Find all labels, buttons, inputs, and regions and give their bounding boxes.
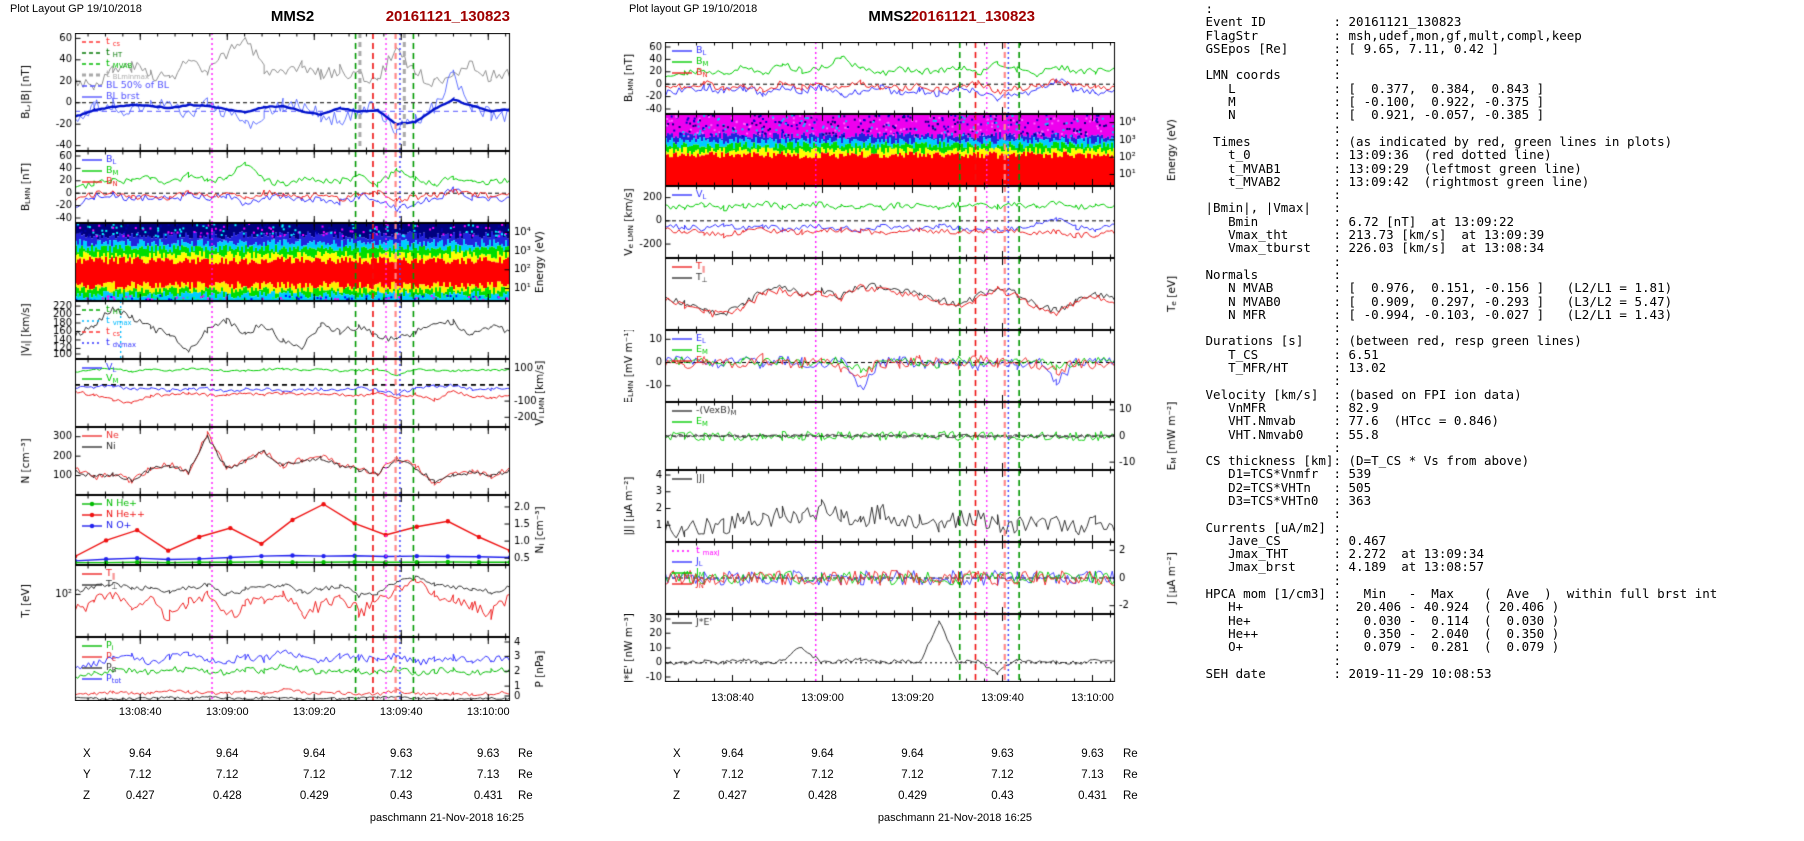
position-unit: Re [518, 748, 533, 760]
position-value: 9.63 [1081, 748, 1104, 760]
panel-pressure [8, 637, 548, 701]
panel-stack-left [8, 33, 548, 701]
time-tick-label: 13:09:00 [801, 692, 844, 704]
position-value: 0.427 [718, 790, 747, 802]
event-info-panel: : Event ID : 20161121_130823 FlagStr : m… [1205, 1, 1718, 681]
panel-j-dot-e [545, 614, 1180, 682]
time-axis-left: 13:08:40 13:09:00 13:09:20 13:09:40 13:10:00 [8, 706, 548, 722]
plot-caption: paschmann 21-Nov-2018 16:25 [369, 812, 524, 824]
position-axis-label: X [673, 748, 681, 760]
position-value: 0.43 [390, 790, 413, 802]
panel-blmn-mid [545, 42, 1180, 114]
event-id: 20161121_130823 [385, 8, 510, 25]
position-row: Z 0.427 0.428 0.429 0.43 0.431 Re [545, 790, 1180, 811]
middle-plot-column: Plot layout GP 19/10/2018 MMS2 20161121_… [545, 0, 1180, 841]
position-value: 0.431 [473, 790, 503, 802]
time-tick-label: 13:09:40 [981, 692, 1024, 704]
position-value: 9.64 [901, 748, 924, 760]
position-value: 7.12 [811, 769, 834, 781]
position-row: Y 7.12 7.12 7.12 7.12 7.13 Re [545, 769, 1180, 790]
position-unit: Re [1123, 748, 1138, 760]
time-tick-label: 13:10:00 [1071, 692, 1114, 704]
position-unit: Re [1123, 769, 1138, 781]
position-row: Z 0.427 0.428 0.429 0.43 0.431 Re [8, 790, 548, 811]
position-unit: Re [518, 769, 533, 781]
time-tick-label: 13:09:00 [205, 706, 249, 718]
panel-density [8, 427, 548, 495]
position-value: 9.63 [390, 748, 413, 760]
panel-ti [8, 565, 548, 637]
panel-te [545, 258, 1180, 330]
position-value: 9.63 [991, 748, 1014, 760]
position-axis-label: Y [673, 769, 681, 781]
plot-title: MMS2 [270, 8, 315, 25]
position-row: Y 7.12 7.12 7.12 7.12 7.13 Re [8, 769, 548, 790]
position-value: 0.429 [898, 790, 927, 802]
time-tick-label: 13:08:40 [118, 706, 162, 718]
position-value: 7.12 [303, 769, 326, 781]
position-row: X 9.64 9.64 9.64 9.63 9.63 Re [545, 748, 1180, 769]
position-value: 7.12 [129, 769, 152, 781]
position-axis-label: Z [673, 790, 681, 802]
event-id: 20161121_130823 [910, 8, 1035, 25]
panel-vi-mag [8, 301, 548, 359]
position-axis-label: Y [83, 769, 91, 781]
panel-electron-spectrogram [545, 114, 1180, 186]
position-value: 0.429 [299, 790, 329, 802]
panel-blmn [8, 151, 548, 223]
position-value: 7.12 [216, 769, 239, 781]
panel-j-mag [545, 470, 1180, 542]
left-plot-column: Plot Layout GP 19/10/2018 MMS2 20161121_… [8, 0, 548, 841]
position-value: 9.64 [721, 748, 744, 760]
panel-minor-ions [8, 495, 548, 565]
position-value: 7.12 [390, 769, 413, 781]
position-value: 9.64 [811, 748, 834, 760]
time-tick-label: 13:10:00 [466, 706, 510, 718]
time-tick-label: 13:08:40 [711, 692, 754, 704]
position-value: 0.43 [991, 790, 1014, 802]
plot-caption: paschmann 21-Nov-2018 16:25 [877, 812, 1032, 824]
position-row: X 9.64 9.64 9.64 9.63 9.63 Re [8, 748, 548, 769]
layout-note: Plot Layout GP 19/10/2018 [10, 3, 142, 15]
time-axis-middle: 13:08:40 13:09:00 13:09:20 13:09:40 13:10:00 [545, 692, 1180, 708]
position-unit: Re [1123, 790, 1138, 802]
panel-ve-lmn [545, 186, 1180, 258]
position-table-left: X 9.64 9.64 9.64 9.63 9.63 Re Y 7.12 7.12 7.12 7.12… [8, 748, 548, 811]
position-value: 0.428 [212, 790, 242, 802]
time-tick-label: 13:09:40 [379, 706, 423, 718]
panel-em-vexb [545, 402, 1180, 470]
panel-vi-lmn [8, 359, 548, 427]
time-tick-label: 13:09:20 [292, 706, 336, 718]
position-value: 9.63 [477, 748, 500, 760]
position-unit: Re [518, 790, 533, 802]
position-value: 9.64 [129, 748, 152, 760]
plot-title: MMS2 [868, 8, 912, 25]
position-value: 7.13 [477, 769, 500, 781]
position-axis-label: Z [83, 790, 91, 802]
panel-stack-middle [545, 42, 1180, 682]
position-table-middle: X 9.64 9.64 9.64 9.63 9.63 Re Y 7.12 7.12 7.12 7.12… [545, 748, 1180, 811]
panel-e-lmn [545, 330, 1180, 402]
panel-ion-spectrogram [8, 223, 548, 301]
position-value: 7.12 [991, 769, 1014, 781]
panel-bl-babs [8, 33, 548, 151]
time-tick-label: 13:09:20 [891, 692, 934, 704]
position-value: 0.428 [808, 790, 837, 802]
position-value: 0.431 [1078, 790, 1107, 802]
position-value: 0.427 [125, 790, 155, 802]
position-axis-label: X [83, 748, 91, 760]
position-value: 7.13 [1081, 769, 1104, 781]
layout-note: Plot layout GP 19/10/2018 [629, 3, 758, 15]
position-value: 7.12 [901, 769, 924, 781]
position-value: 9.64 [303, 748, 326, 760]
position-value: 9.64 [216, 748, 239, 760]
position-value: 7.12 [721, 769, 744, 781]
panel-j-lmn [545, 542, 1180, 614]
